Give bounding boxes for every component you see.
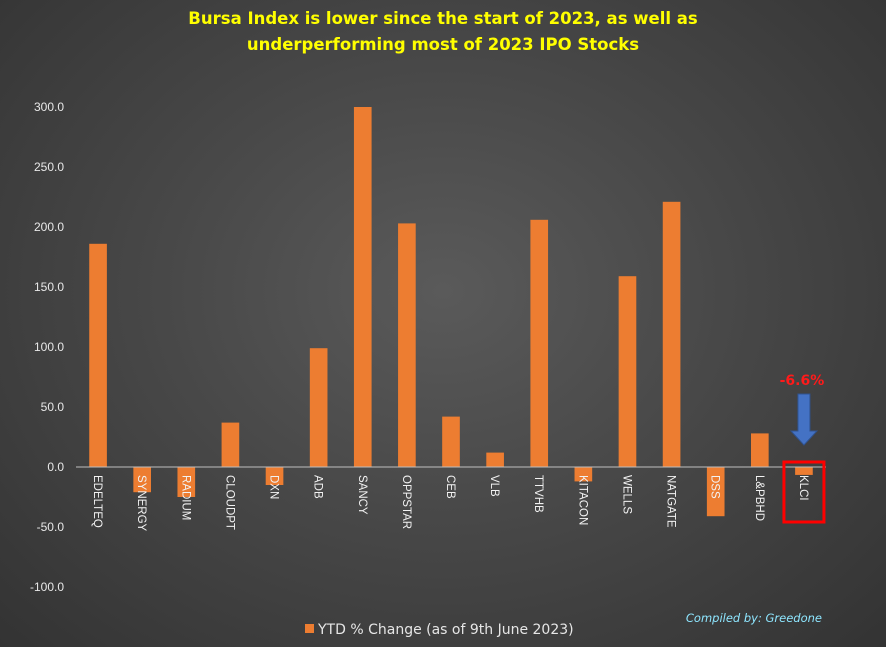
y-tick-label: -50.0 (37, 520, 65, 534)
credit-text: Compiled by: Greedone (686, 611, 822, 625)
category-label: DSS (709, 475, 721, 499)
bar-edelteq (89, 243, 107, 467)
y-tick-label: -100.0 (30, 580, 64, 594)
bar-oppstar (398, 223, 416, 467)
category-label: CLOUDPT (223, 475, 235, 530)
category-label: ADB (312, 475, 324, 499)
bar-dxn (265, 467, 284, 485)
category-label: SANCY (356, 475, 368, 515)
y-tick-label: 250.0 (34, 160, 64, 174)
chart-title-line-1: Bursa Index is lower since the start of … (188, 9, 698, 28)
y-tick-label: 100.0 (34, 340, 64, 354)
category-labels: EDELTEQ SYNERGY RADIUM CLOUDPT DXN ADB SANCY OP… (91, 475, 809, 532)
category-label: KITACON (576, 475, 588, 525)
bar-kitacon (574, 467, 593, 482)
y-tick-label: 200.0 (34, 220, 64, 234)
category-label: WELLS (620, 475, 632, 514)
callout-label: -6.6% (780, 373, 825, 389)
category-label: EDELTEQ (91, 475, 103, 528)
legend-label: YTD % Change (as of 9th June 2023) (317, 622, 574, 638)
category-label: SYNERGY (135, 475, 147, 532)
bar-klci (795, 467, 813, 475)
bar-adb (309, 348, 328, 467)
bar-sancy (353, 107, 372, 467)
category-label: RADIUM (179, 475, 191, 520)
bar-group (89, 107, 813, 517)
category-label: CEB (444, 475, 456, 499)
y-tick-label: 0.0 (47, 460, 64, 474)
bar-synergy (133, 467, 151, 493)
category-label: VLB (488, 475, 500, 497)
bar-ceb (442, 416, 460, 467)
bar-cloudpt (221, 422, 240, 467)
category-label: L&PBHD (753, 475, 765, 521)
legend-swatch (305, 624, 314, 633)
y-axis: -100.0 -50.0 0.0 50.0 100.0 150.0 200.0 250.0 30… (30, 100, 64, 594)
chart-title-line-2: underperforming most of 2023 IPO Stocks (247, 35, 639, 54)
category-label: KLCI (797, 475, 809, 501)
bar-vlb (486, 452, 504, 467)
bar-natgate (662, 201, 681, 468)
down-arrow-icon (789, 393, 819, 446)
category-label: DXN (268, 475, 280, 499)
klci-annotation: -6.6% (780, 373, 826, 524)
y-tick-label: 50.0 (41, 400, 65, 414)
bar-wells (618, 276, 637, 467)
highlight-box (782, 460, 826, 524)
bar-ttvhb (530, 219, 549, 467)
category-label: NATGATE (665, 475, 677, 528)
y-tick-label: 300.0 (34, 100, 64, 114)
bar-dss (706, 467, 725, 517)
y-tick-label: 150.0 (34, 280, 64, 294)
category-label: TTVHB (532, 475, 544, 513)
category-label: OPPSTAR (400, 475, 412, 529)
chart-title: Bursa Index is lower since the start of … (188, 9, 698, 54)
bar-lpbhd (751, 433, 769, 467)
legend: YTD % Change (as of 9th June 2023) (305, 622, 574, 638)
bar-radium (177, 467, 196, 497)
